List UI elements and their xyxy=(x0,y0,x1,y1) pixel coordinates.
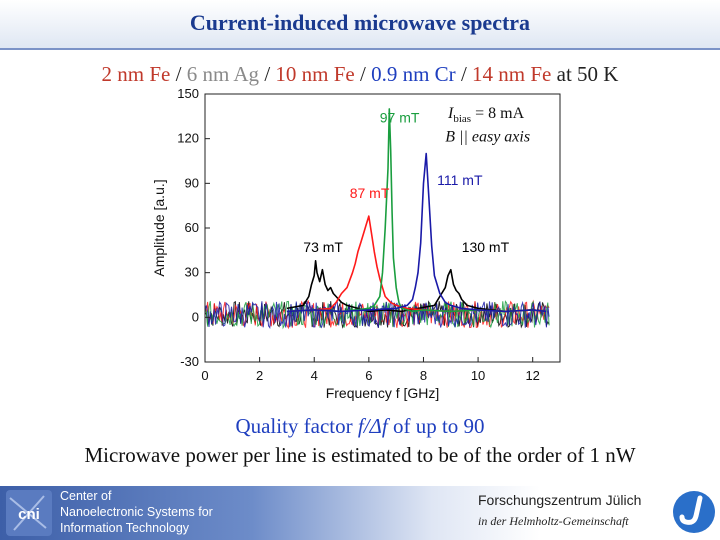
layer-stack-line: 2 nm Fe / 6 nm Ag / 10 nm Fe / 0.9 nm Cr… xyxy=(0,62,720,87)
separator: / xyxy=(170,62,187,86)
title-bar xyxy=(0,0,720,50)
y-tick-label: 60 xyxy=(185,220,199,235)
quality-formula: f/Δf xyxy=(357,414,388,438)
notes: Quality factor f/Δf of up to 90 Microwav… xyxy=(0,414,720,468)
y-tick-label: 30 xyxy=(185,265,199,280)
series-line-3 xyxy=(286,152,547,313)
center-line-3: Information Technology xyxy=(60,521,190,535)
series-line-1 xyxy=(286,215,547,313)
y-tick-label: 120 xyxy=(177,131,199,146)
annotation-field: B || easy axis xyxy=(445,129,530,146)
y-tick-label: 90 xyxy=(185,175,199,190)
layer-fe-2: 10 nm Fe xyxy=(275,62,355,86)
cni-logo-text: cni xyxy=(18,506,40,523)
temperature: at 50 K xyxy=(551,62,619,86)
x-tick-label: 0 xyxy=(201,368,208,383)
layer-fe-3: 14 nm Fe xyxy=(472,62,552,86)
series-line-0 xyxy=(286,260,547,313)
power-line: Microwave power per line is estimated to… xyxy=(84,443,636,467)
y-tick-label: -30 xyxy=(180,354,199,369)
y-tick-label: 150 xyxy=(177,86,199,101)
peak-label: 73 mT xyxy=(303,239,343,255)
peak-label: 130 mT xyxy=(462,239,510,255)
layer-ag: 6 nm Ag xyxy=(186,62,260,86)
x-tick-label: 8 xyxy=(420,368,427,383)
x-tick-label: 6 xyxy=(365,368,372,383)
fzj-logo xyxy=(673,491,715,533)
layer-fe-1: 2 nm Fe xyxy=(101,62,171,86)
cni-logo: cni xyxy=(6,490,52,536)
y-axis-label: Amplitude [a.u.] xyxy=(151,179,167,276)
slide-title: Current-induced microwave spectra xyxy=(189,10,531,35)
quality-factor-line: Quality factor f/Δf of up to 90 xyxy=(0,414,720,439)
peak-label: 87 mT xyxy=(350,185,390,201)
quality-suffix: of up to 90 xyxy=(387,414,485,438)
x-tick-label: 10 xyxy=(471,368,485,383)
x-tick-label: 2 xyxy=(256,368,263,383)
center-name: Center of Nanoelectronic Systems for Inf… xyxy=(60,488,213,536)
footer: cni Center of Nanoelectronic Systems for… xyxy=(0,486,720,540)
separator: / xyxy=(259,62,276,86)
x-tick-label: 12 xyxy=(525,368,539,383)
series-line-2 xyxy=(286,108,547,313)
peak-label: 111 mT xyxy=(437,172,483,188)
x-tick-label: 4 xyxy=(311,368,318,383)
y-tick-label: 0 xyxy=(192,309,199,324)
peak-label: 97 mT xyxy=(380,109,420,125)
noise-trace xyxy=(204,299,550,329)
layer-cr: 0.9 nm Cr xyxy=(371,62,456,86)
quality-prefix: Quality factor xyxy=(235,414,358,438)
separator: / xyxy=(354,62,372,86)
annotation-bias: Ibias = 8 mA xyxy=(447,105,525,125)
x-axis-label: Frequency f [GHz] xyxy=(326,385,440,401)
plot-area: 73 mT 87 mT 97 mT 111 mT 130 mT xyxy=(204,108,550,330)
separator: / xyxy=(455,62,473,86)
center-line-2: Nanoelectronic Systems for xyxy=(60,505,213,519)
fzj-name: Forschungszentrum Jülich xyxy=(478,492,642,508)
helmholtz-line: in der Helmholtz-Gemeinschaft xyxy=(478,514,629,528)
center-line-1: Center of xyxy=(60,489,112,503)
